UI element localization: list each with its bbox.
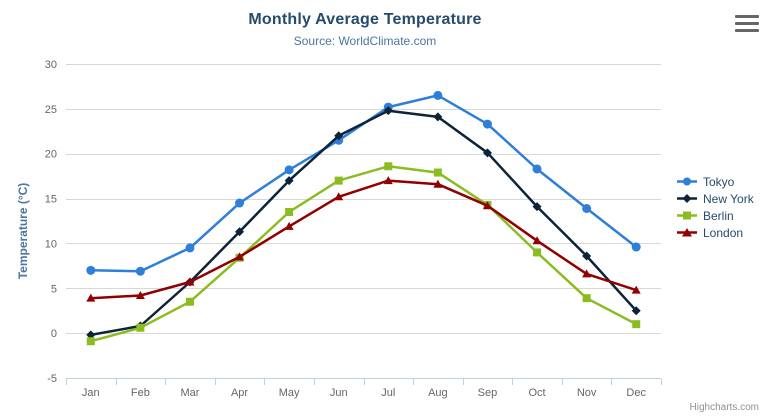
square-marker[interactable] bbox=[86, 337, 95, 346]
x-axis-label: May bbox=[279, 387, 300, 399]
y-axis-label: 25 bbox=[45, 104, 57, 116]
legend: Tokyo New York Berlin London bbox=[676, 173, 754, 241]
triangle-marker[interactable] bbox=[235, 252, 245, 261]
triangle-marker[interactable] bbox=[482, 201, 492, 210]
circle-marker[interactable] bbox=[582, 203, 592, 213]
series-tokyo bbox=[86, 90, 641, 276]
chart-title: Monthly Average Temperature bbox=[248, 11, 482, 28]
series-london bbox=[86, 176, 641, 302]
circle-marker[interactable] bbox=[532, 164, 542, 174]
triangle-marker[interactable] bbox=[433, 179, 443, 188]
legend-item-berlin[interactable]: Berlin bbox=[676, 207, 754, 224]
square-marker[interactable] bbox=[334, 176, 343, 185]
x-axis-label: Feb bbox=[131, 387, 150, 399]
triangle-marker bbox=[682, 228, 692, 237]
diamond-marker bbox=[682, 194, 692, 203]
series-line bbox=[89, 109, 638, 337]
square-marker[interactable] bbox=[285, 208, 294, 217]
legend-label: London bbox=[703, 225, 744, 240]
x-axis-label: Jan bbox=[82, 387, 100, 399]
square-marker[interactable] bbox=[533, 248, 542, 257]
diamond-marker[interactable] bbox=[532, 202, 542, 212]
x-axis-label: Sep bbox=[478, 387, 498, 399]
diamond-marker[interactable] bbox=[631, 306, 641, 316]
circle-marker[interactable] bbox=[433, 90, 443, 100]
triangle-marker[interactable] bbox=[631, 285, 641, 294]
x-axis-label: Mar bbox=[180, 387, 199, 399]
circle-marker[interactable] bbox=[86, 265, 96, 275]
x-axis-label: Dec bbox=[626, 387, 646, 399]
x-axis-label: Apr bbox=[231, 387, 248, 399]
diamond-marker[interactable] bbox=[284, 176, 294, 186]
diamond-marker[interactable] bbox=[334, 131, 344, 141]
hamburger-icon-bar bbox=[735, 22, 759, 25]
triangle-marker[interactable] bbox=[86, 293, 96, 302]
circle-marker bbox=[683, 177, 691, 186]
circle-marker[interactable] bbox=[482, 119, 492, 129]
diamond-marker[interactable] bbox=[235, 227, 245, 237]
x-axis-label: Jun bbox=[330, 387, 348, 399]
diamond-marker[interactable] bbox=[582, 251, 592, 261]
y-axis-label: -5 bbox=[47, 373, 57, 385]
triangle-marker[interactable] bbox=[135, 290, 145, 299]
circle-marker[interactable] bbox=[631, 242, 641, 252]
x-axis-label: Aug bbox=[428, 387, 448, 399]
series-line bbox=[89, 179, 638, 300]
legend-marker-circle bbox=[677, 177, 697, 186]
highcharts-credit-link[interactable]: Highcharts.com bbox=[689, 402, 759, 413]
legend-marker-triangle bbox=[677, 228, 697, 237]
triangle-marker[interactable] bbox=[532, 236, 542, 245]
x-axis-label: Nov bbox=[577, 387, 597, 399]
diamond-marker[interactable] bbox=[482, 148, 492, 158]
circle-marker[interactable] bbox=[235, 198, 245, 208]
y-axis-label: 20 bbox=[45, 149, 57, 161]
x-axis-label: Oct bbox=[528, 387, 545, 399]
legend-label: Berlin bbox=[703, 208, 734, 223]
square-marker[interactable] bbox=[136, 323, 145, 332]
triangle-marker[interactable] bbox=[334, 192, 344, 201]
legend-label: Tokyo bbox=[703, 174, 735, 189]
triangle-marker[interactable] bbox=[284, 221, 294, 230]
triangle-marker[interactable] bbox=[185, 277, 195, 286]
y-axis-label: 5 bbox=[51, 283, 57, 295]
y-axis-label: 10 bbox=[45, 238, 57, 250]
y-axis-title: Temperature (°C) bbox=[16, 183, 30, 280]
legend-item-new-york[interactable]: New York bbox=[676, 190, 754, 207]
series-new-york bbox=[86, 106, 641, 340]
legend-item-london[interactable]: London bbox=[676, 224, 754, 241]
square-marker[interactable] bbox=[384, 162, 393, 171]
hamburger-icon-bar bbox=[735, 29, 759, 32]
y-axis-label: 15 bbox=[45, 194, 57, 206]
diamond-marker[interactable] bbox=[383, 106, 393, 116]
legend-marker-square bbox=[677, 211, 697, 220]
legend-marker-diamond bbox=[677, 194, 697, 203]
chart-subtitle: Source: WorldClimate.com bbox=[293, 34, 437, 48]
legend-item-tokyo[interactable]: Tokyo bbox=[676, 173, 754, 190]
square-marker[interactable] bbox=[582, 294, 591, 303]
square-marker bbox=[683, 211, 691, 220]
square-marker[interactable] bbox=[433, 168, 442, 177]
circle-marker[interactable] bbox=[135, 266, 145, 276]
hamburger-icon-bar bbox=[735, 15, 759, 18]
triangle-marker[interactable] bbox=[582, 269, 592, 278]
legend-label: New York bbox=[703, 191, 754, 206]
circle-marker[interactable] bbox=[284, 165, 294, 175]
series-line bbox=[89, 165, 638, 343]
circle-marker[interactable] bbox=[185, 243, 195, 253]
square-marker[interactable] bbox=[185, 297, 194, 306]
y-axis-label: 30 bbox=[45, 59, 57, 71]
triangle-marker[interactable] bbox=[383, 176, 393, 185]
series-line bbox=[89, 94, 638, 273]
x-axis-label: Jul bbox=[381, 387, 395, 399]
export-menu-button[interactable] bbox=[735, 15, 759, 32]
square-marker[interactable] bbox=[632, 320, 641, 329]
y-axis-label: 0 bbox=[51, 328, 57, 340]
diamond-marker[interactable] bbox=[433, 112, 443, 122]
diamond-marker[interactable] bbox=[86, 330, 96, 340]
